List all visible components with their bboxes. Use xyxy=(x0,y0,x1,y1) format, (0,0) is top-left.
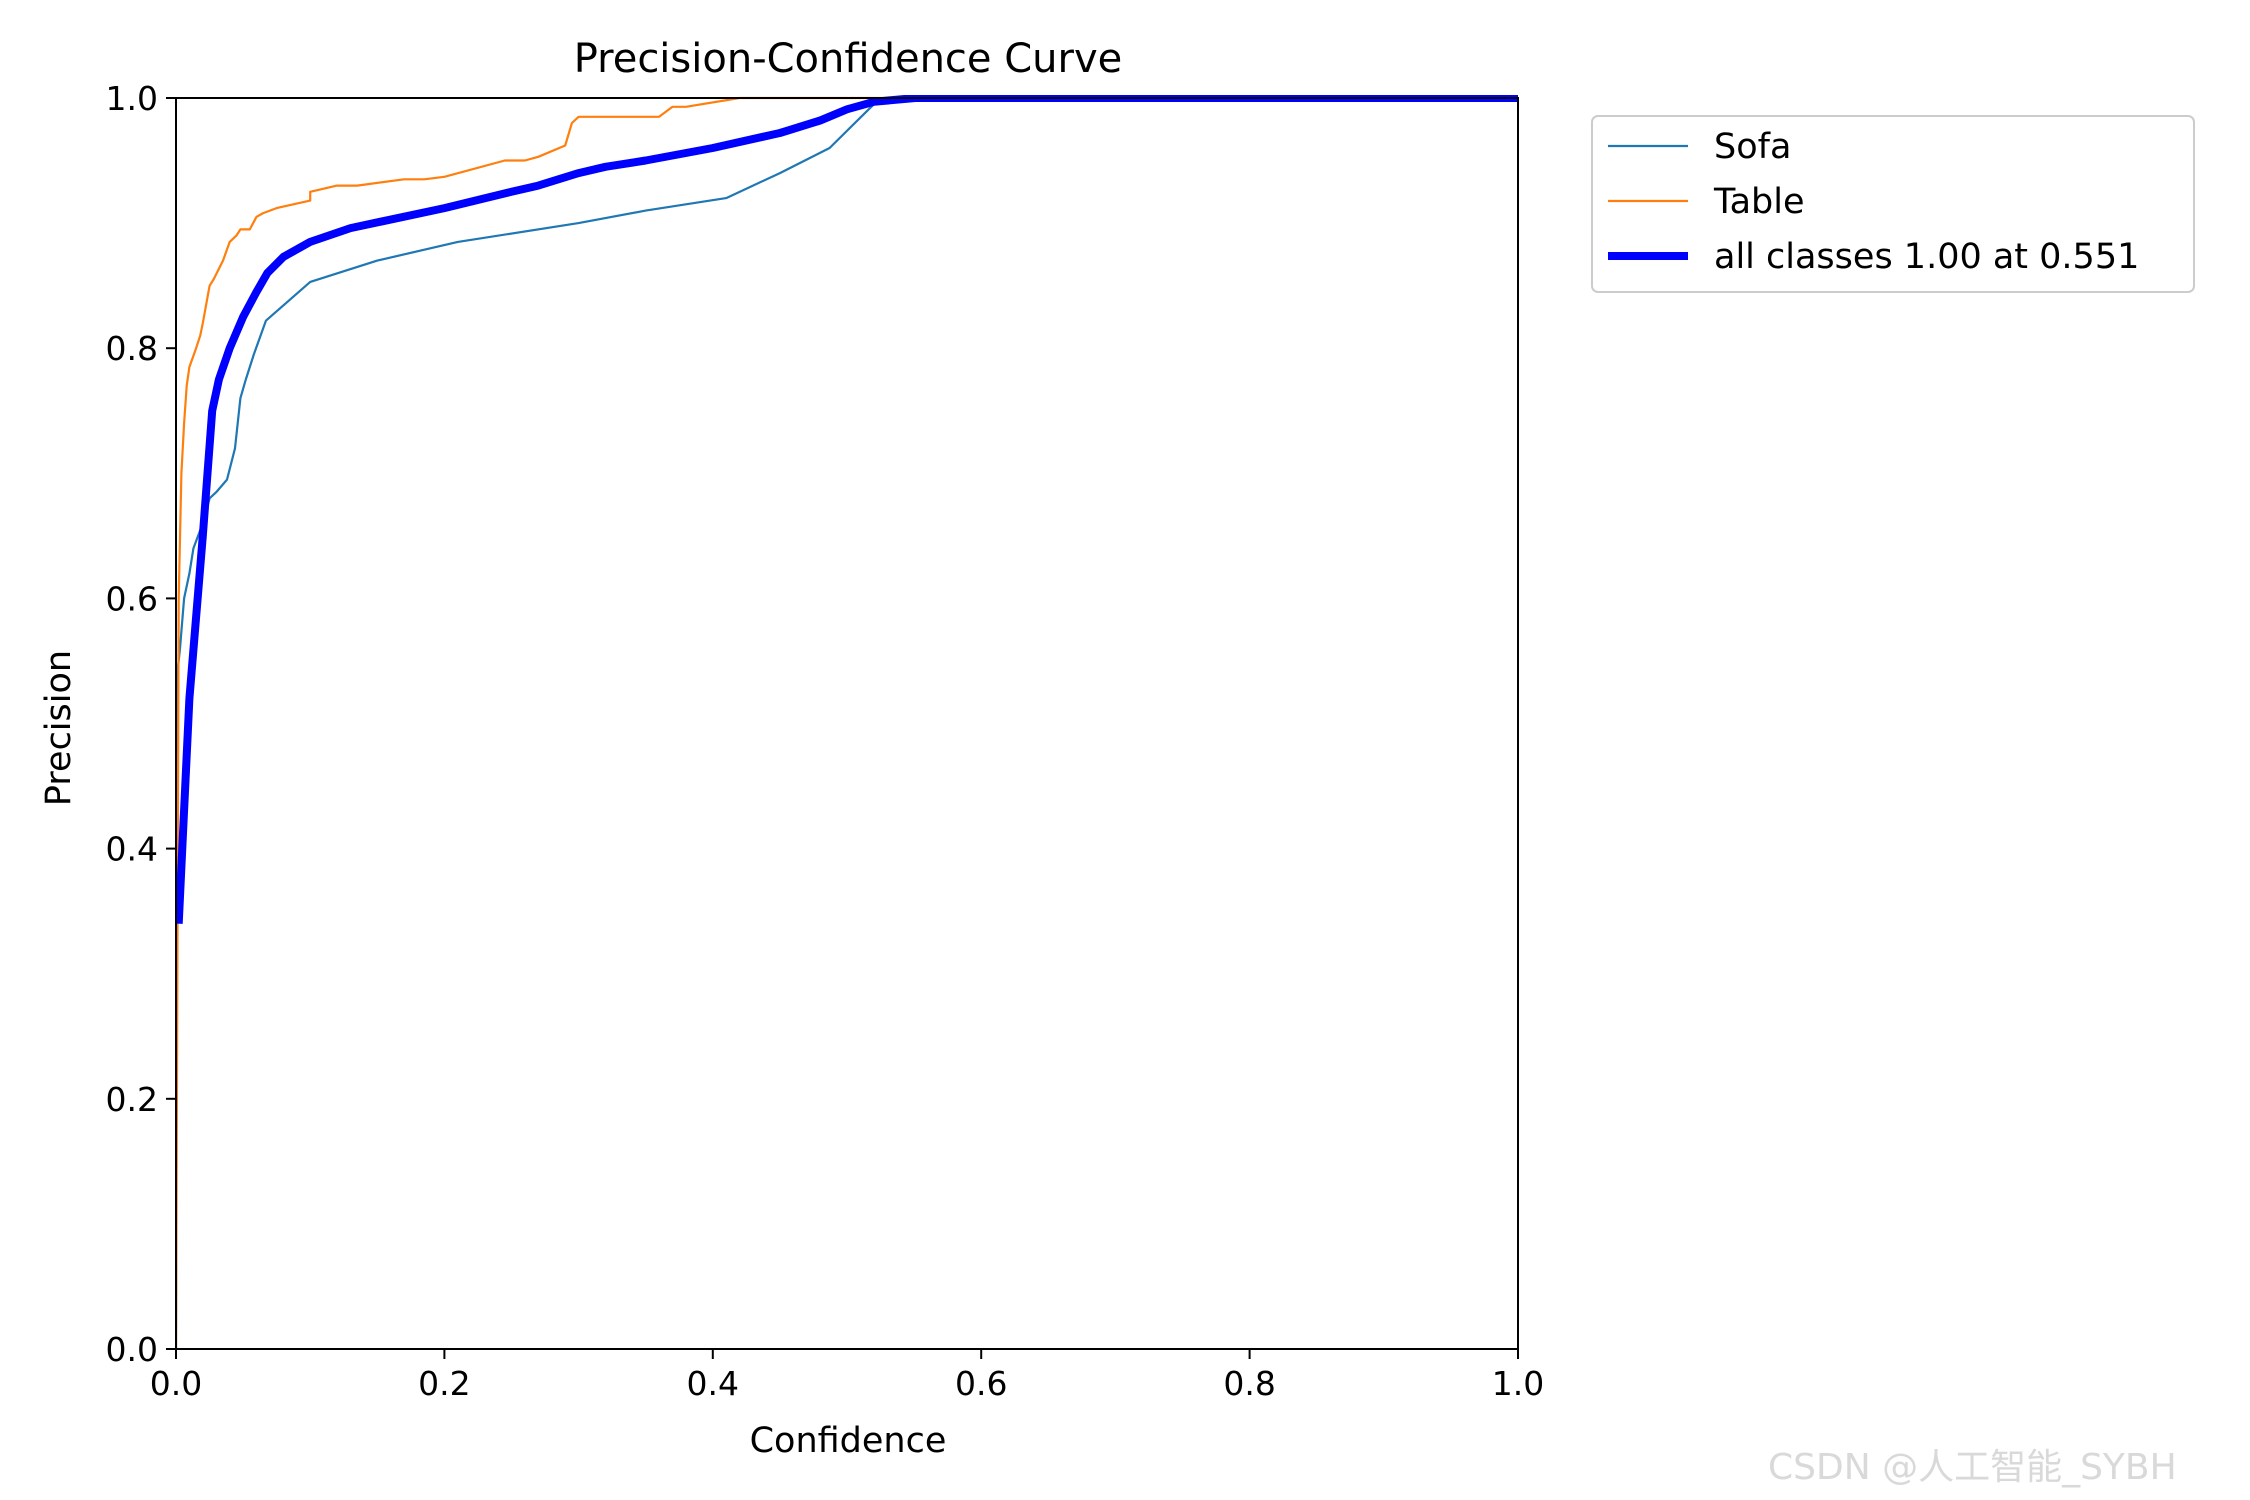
x-tick-label: 0.2 xyxy=(418,1364,470,1403)
axes-frame xyxy=(175,97,1519,1350)
x-axis-label: Confidence xyxy=(750,1421,947,1461)
x-tick-label: 0.8 xyxy=(1223,1364,1275,1403)
series-line-sofa xyxy=(176,96,1518,1350)
y-tick-label: 0.2 xyxy=(106,1080,158,1119)
plot-area xyxy=(175,95,1519,1350)
y-tick-label: 0.8 xyxy=(106,329,158,368)
x-tick-label: 0.6 xyxy=(955,1364,1007,1403)
x-tick-label: 0.4 xyxy=(687,1364,739,1403)
watermark-text: CSDN @人工智能_SYBH xyxy=(1768,1447,2177,1488)
series-line-all-classes xyxy=(176,95,1518,924)
chart-title: Precision-Confidence Curve xyxy=(574,36,1123,82)
legend-label: all classes 1.00 at 0.551 xyxy=(1714,237,2139,277)
y-tick-label: 0.6 xyxy=(106,579,158,618)
x-tick-label: 1.0 xyxy=(1492,1364,1544,1403)
x-axis-ticks: 0.0 0.2 0.4 0.6 0.8 1.0 xyxy=(150,1349,1544,1403)
legend-box xyxy=(1591,115,2195,293)
x-tick-label: 0.0 xyxy=(150,1364,202,1403)
series-line-table xyxy=(176,96,1518,1350)
y-axis-label: Precision xyxy=(39,650,79,806)
legend: Sofa Table all classes 1.00 at 0.551 xyxy=(1591,115,2195,293)
y-axis-ticks: 0.0 0.2 0.4 0.6 0.8 1.0 xyxy=(106,79,176,1369)
legend-label: Table xyxy=(1713,182,1805,222)
y-tick-label: 0.4 xyxy=(106,830,158,869)
y-tick-label: 1.0 xyxy=(106,79,158,118)
y-tick-label: 0.0 xyxy=(106,1330,158,1369)
legend-label: Sofa xyxy=(1714,127,1791,167)
